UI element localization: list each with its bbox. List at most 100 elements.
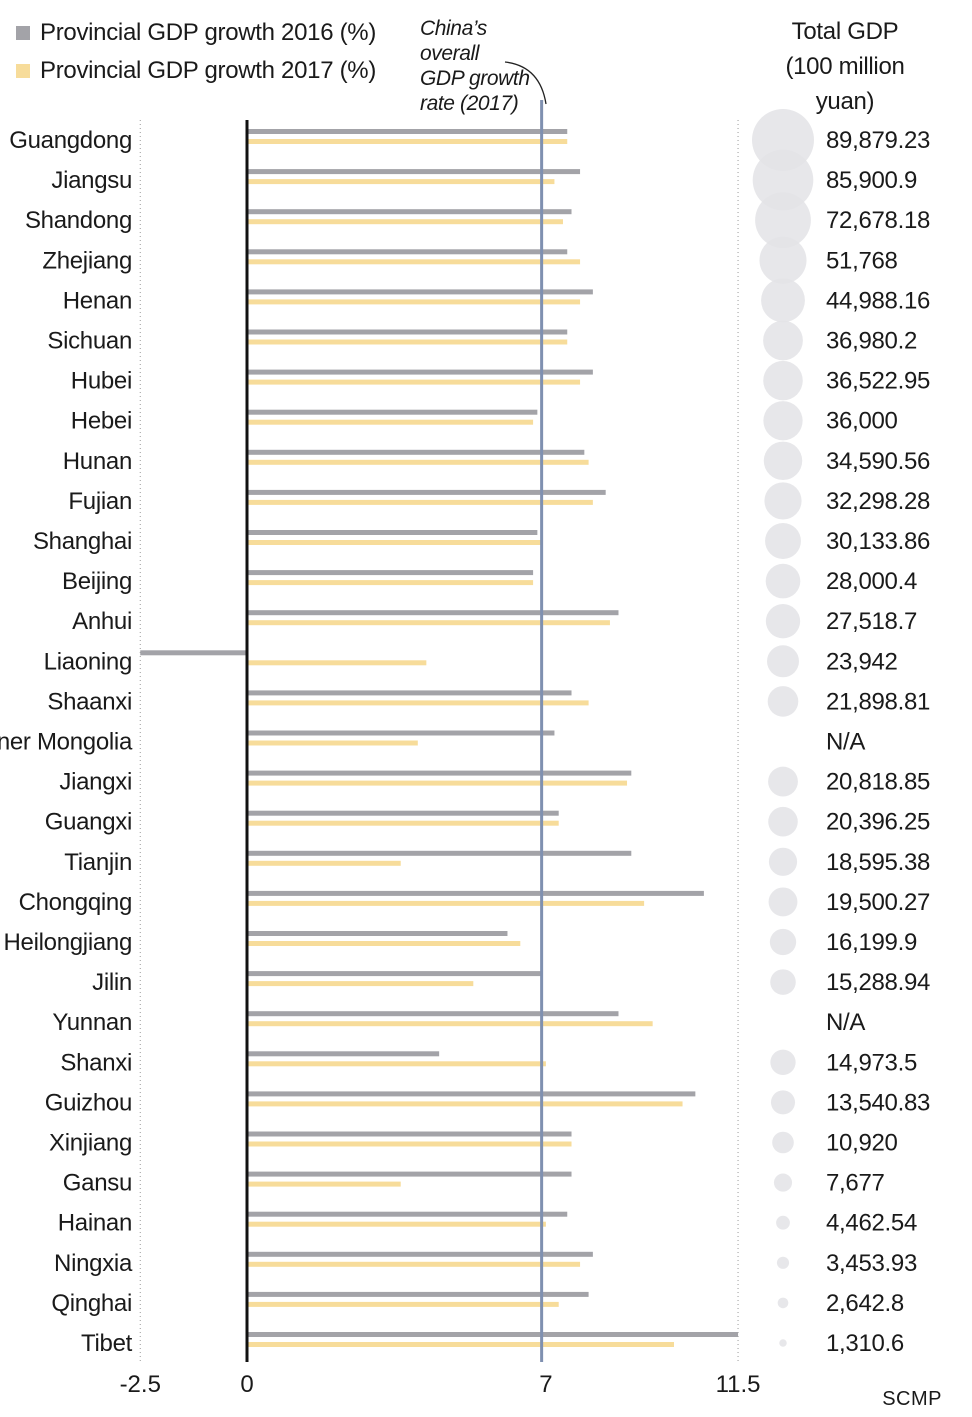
- bar-2017: [247, 941, 521, 946]
- bar-2017: [247, 1101, 683, 1107]
- province-label: Yunnan: [52, 1009, 132, 1036]
- gdp-value-label: 19,500.27: [826, 889, 930, 916]
- bar-2017: [247, 219, 563, 225]
- bar-2017: [247, 1061, 546, 1067]
- gdp-bubble: [765, 523, 801, 559]
- gdp-bubble: [777, 1297, 789, 1309]
- gdp-bubble: [763, 320, 803, 361]
- national-rate-annotation: China’s overall GDP growth rate (2017): [420, 16, 540, 116]
- legend: Provincial GDP growth 2016 (%) Provincia…: [16, 14, 376, 90]
- bar-2017: [247, 1221, 546, 1227]
- annotation-pointer: [504, 61, 547, 105]
- bar-2016: [247, 610, 619, 616]
- bar-2016: [247, 810, 559, 816]
- bar-2016: [247, 730, 555, 736]
- gdp-value-label: 2,642.8: [826, 1290, 904, 1317]
- province-label: Shaanxi: [47, 688, 132, 715]
- bar-2017: [247, 139, 568, 144]
- province-label: Shandong: [25, 207, 132, 234]
- gdp-value-label: 14,973.5: [826, 1049, 917, 1076]
- bar-2016: [247, 971, 542, 977]
- annotation-line: China’s: [420, 17, 487, 40]
- gdp-value-label: 89,879.23: [826, 127, 930, 154]
- bar-2016: [140, 650, 247, 656]
- bar-2017: [247, 860, 401, 866]
- province-label: Qinghai: [51, 1290, 132, 1317]
- gdp-value-label: N/A: [826, 729, 865, 756]
- bar-2016: [247, 129, 568, 134]
- legend-swatch-2016: [16, 26, 30, 40]
- gdp-value-label: 16,199.9: [826, 929, 917, 956]
- bar-2016: [247, 1131, 572, 1137]
- province-label: Heilongjiang: [4, 929, 133, 956]
- gdp-value-label: 36,980.2: [826, 328, 917, 355]
- gdp-bubble: [770, 1090, 796, 1115]
- province-label: Guizhou: [45, 1089, 132, 1116]
- gdp-bubble: [752, 149, 814, 211]
- bar-2016: [247, 1051, 440, 1057]
- bar-2017: [247, 299, 581, 305]
- annotation-line: GDP growth: [420, 67, 530, 90]
- bar-2016: [247, 1251, 593, 1257]
- bar-2017: [247, 981, 474, 987]
- gdp-value-label: 85,900.9: [826, 167, 917, 194]
- x-tick-label: 7: [539, 1371, 552, 1398]
- gdp-value-label: 72,678.18: [826, 207, 930, 234]
- province-label: Henan: [63, 287, 132, 314]
- annotation-line: overall: [420, 42, 480, 65]
- gdp-bubble: [779, 1339, 787, 1347]
- gdp-bubble: [763, 401, 803, 441]
- bar-2016: [247, 770, 632, 776]
- bar-2017: [247, 1301, 559, 1307]
- gdp-bubble: [761, 278, 805, 323]
- annotation-line: rate (2017): [420, 92, 519, 115]
- bar-2016: [247, 169, 581, 175]
- gdp-value-label: 10,920: [826, 1130, 898, 1157]
- bar-2016: [247, 449, 585, 455]
- gdp-bubble: [768, 766, 798, 797]
- bar-2017: [247, 379, 581, 385]
- bar-2017: [247, 580, 534, 586]
- gdp-bubble: [769, 928, 797, 956]
- gdp-value-label: 7,677: [826, 1170, 885, 1197]
- gdp-bubble: [759, 236, 807, 284]
- province-label: Tibet: [81, 1330, 133, 1357]
- bar-2016: [247, 530, 538, 535]
- bar-2017: [247, 1342, 674, 1347]
- gdp-bubble: [765, 604, 801, 639]
- bar-2017: [247, 459, 589, 465]
- gdp-value-label: 34,590.56: [826, 448, 930, 475]
- province-label: Hebei: [71, 408, 132, 435]
- legend-item-2017: Provincial GDP growth 2017 (%): [16, 52, 376, 90]
- province-label: Jiangsu: [51, 167, 132, 194]
- bar-2017: [247, 540, 542, 545]
- bar-2016: [247, 931, 508, 936]
- gdp-value-label: 3,453.93: [826, 1250, 917, 1277]
- legend-swatch-2017: [16, 64, 30, 78]
- province-label: Ningxia: [54, 1250, 133, 1277]
- bar-2016: [247, 1011, 619, 1017]
- gdp-bubble: [767, 686, 799, 717]
- bar-2017: [247, 499, 593, 505]
- bar-2017: [247, 339, 568, 345]
- province-label: Xinjiang: [49, 1130, 132, 1157]
- gdp-bubble: [773, 1173, 793, 1192]
- bar-2016: [247, 1291, 589, 1297]
- gdp-value-label: 13,540.83: [826, 1089, 930, 1116]
- bar-2017: [247, 1261, 581, 1267]
- gdp-bubble: [755, 192, 811, 249]
- bar-2017: [247, 740, 418, 746]
- province-label: Fujian: [68, 488, 132, 515]
- gdp-value-label: 20,818.85: [826, 769, 930, 796]
- gdp-value-label: 18,595.38: [826, 849, 930, 876]
- province-label: Anhui: [72, 608, 132, 635]
- bar-2017: [247, 1141, 572, 1147]
- bar-2016: [247, 690, 572, 696]
- gdp-value-label: 27,518.7: [826, 608, 917, 635]
- bar-2016: [247, 1211, 568, 1217]
- gdp-bubble: [764, 482, 802, 520]
- legend-item-2016: Provincial GDP growth 2016 (%): [16, 14, 376, 52]
- gdp-header-line: Total GDP: [791, 18, 899, 45]
- province-label: Liaoning: [44, 648, 132, 675]
- gdp-value-label: N/A: [826, 1009, 865, 1036]
